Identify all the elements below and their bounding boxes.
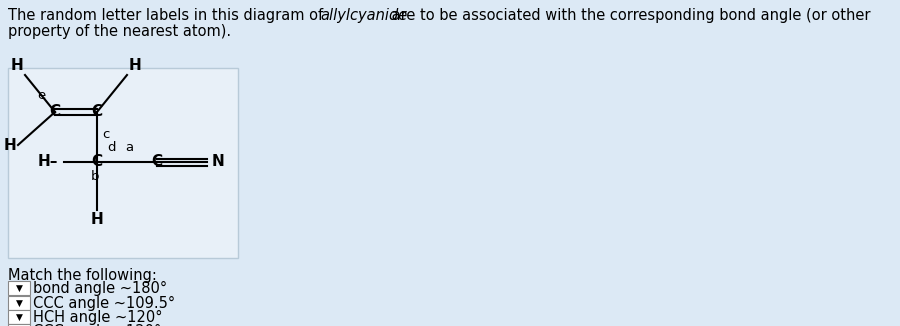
Text: CCC angle ~109.5°: CCC angle ~109.5° — [33, 295, 176, 310]
Bar — [8, 324, 30, 326]
Text: are to be associated with the corresponding bond angle (or other: are to be associated with the correspond… — [387, 8, 870, 23]
Text: ▼: ▼ — [15, 284, 22, 292]
Text: N: N — [212, 155, 225, 170]
Text: CCC angle ~120°: CCC angle ~120° — [33, 323, 161, 326]
Text: C: C — [92, 155, 103, 170]
Text: H: H — [129, 58, 142, 73]
Bar — [8, 281, 30, 295]
Text: C: C — [92, 105, 103, 120]
Text: ▼: ▼ — [15, 313, 22, 321]
Text: ▼: ▼ — [15, 299, 22, 307]
Text: H–: H– — [38, 155, 58, 170]
Text: property of the nearest atom).: property of the nearest atom). — [8, 24, 231, 39]
Text: The random letter labels in this diagram of: The random letter labels in this diagram… — [8, 8, 328, 23]
Text: c: c — [102, 128, 110, 141]
Bar — [8, 310, 30, 324]
Text: e: e — [37, 89, 45, 102]
Text: d: d — [107, 141, 115, 154]
Text: H: H — [91, 212, 104, 227]
Text: HCH angle ~120°: HCH angle ~120° — [33, 309, 163, 324]
Text: H: H — [10, 58, 23, 73]
Text: allylcyanide: allylcyanide — [320, 8, 407, 23]
Text: b: b — [91, 170, 99, 183]
Text: H: H — [4, 138, 16, 153]
Bar — [8, 296, 30, 310]
Bar — [8, 68, 238, 258]
Text: C: C — [50, 105, 60, 120]
Text: Match the following:: Match the following: — [8, 268, 157, 283]
Text: C: C — [151, 155, 163, 170]
Text: bond angle ~180°: bond angle ~180° — [33, 280, 167, 295]
Text: a: a — [125, 141, 133, 154]
